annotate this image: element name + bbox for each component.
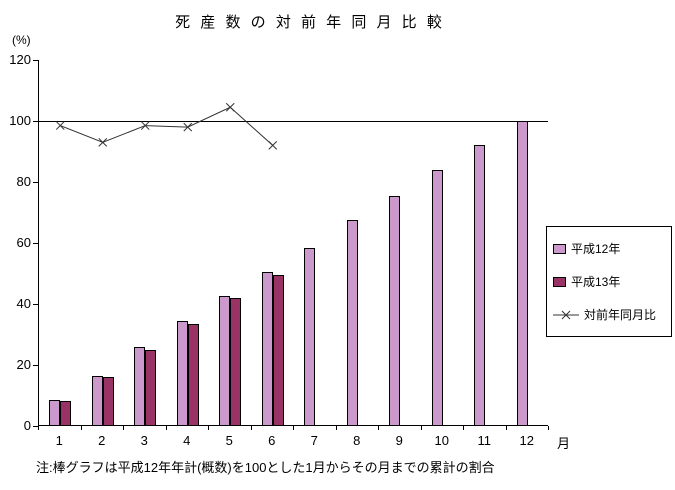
bar-平成12年-month-6	[261, 271, 273, 426]
bar-平成12年-month-1	[49, 400, 61, 426]
legend-swatch-heisei13	[553, 276, 566, 287]
x-tick-mark	[165, 426, 167, 430]
legend-label-ratio-line: 対前年同月比	[584, 308, 657, 322]
legend-entry-heisei13: 平成13年	[553, 273, 665, 290]
x-tick-label: 1	[55, 433, 63, 448]
x-marker	[140, 121, 150, 130]
plot-area	[38, 60, 548, 426]
bar-平成13年-month-2	[102, 377, 114, 426]
legend-entry-ratio-line: 対前年同月比	[553, 306, 665, 323]
y-tick-label: 120	[9, 52, 31, 67]
x-tick-label: 4	[183, 433, 191, 448]
y-tick-mark	[33, 121, 38, 122]
y-tick-mark	[33, 304, 38, 305]
x-marker	[55, 121, 65, 130]
bar-平成12年-month-2	[91, 375, 103, 426]
x-tick-label: 3	[140, 433, 148, 448]
x-marker	[98, 137, 108, 147]
bar-平成12年-month-10	[431, 169, 443, 426]
bar-平成12年-month-8	[346, 220, 358, 426]
x-tick-mark	[293, 426, 294, 430]
y-tick-mark	[33, 365, 38, 366]
x-tick-mark	[335, 426, 337, 430]
y-tick-mark	[33, 426, 38, 427]
chart-note: 注:棒グラフは平成12年年計(概数)を100とした1月からその月までの累計の割合	[36, 460, 495, 475]
bar-平成12年-month-9	[389, 195, 401, 426]
y-axis-unit-label: (%)	[12, 33, 31, 47]
x-tick-mark	[250, 426, 252, 430]
bar-平成13年-month-4	[187, 323, 199, 426]
y-tick-label: 60	[16, 235, 31, 250]
x-tick-mark	[208, 426, 209, 430]
bar-平成12年-month-7	[304, 247, 316, 426]
legend-label-heisei12: 平成12年	[571, 242, 621, 256]
x-marker	[183, 122, 193, 132]
bar-平成12年-month-12	[516, 121, 528, 426]
line-series-対前年同月比	[55, 102, 278, 150]
x-tick-label: 9	[395, 433, 403, 448]
y-tick-label: 100	[9, 113, 31, 128]
x-tick-mark	[38, 426, 39, 430]
legend-swatch-heisei12	[553, 243, 566, 254]
x-tick-mark	[463, 426, 464, 430]
x-tick-mark	[80, 426, 82, 430]
bar-平成12年-month-3	[134, 346, 146, 426]
bar-平成13年-month-3	[145, 349, 157, 426]
bar-平成12年-month-11	[474, 145, 486, 426]
y-tick-label: 80	[16, 174, 31, 189]
y-tick-label: 0	[23, 418, 31, 433]
bar-平成13年-month-6	[272, 275, 284, 426]
legend-label-heisei13: 平成13年	[571, 275, 621, 289]
bar-平成12年-month-5	[219, 296, 231, 426]
x-tick-mark	[420, 426, 422, 430]
x-tick-label: 6	[268, 433, 276, 448]
y-tick-mark	[33, 182, 38, 183]
x-tick-mark	[548, 426, 549, 430]
x-tick-label: 11	[477, 433, 492, 448]
x-tick-label: 5	[225, 433, 233, 448]
line-x-marker-icon	[553, 310, 579, 319]
reference-line-100	[39, 121, 548, 122]
y-tick-label: 20	[16, 357, 31, 372]
y-tick-mark	[33, 243, 38, 244]
x-tick-label: 7	[310, 433, 318, 448]
bar-平成12年-month-4	[176, 320, 188, 426]
y-tick-mark	[33, 60, 38, 61]
x-tick-label: 10	[434, 433, 449, 448]
legend-entry-heisei12: 平成12年	[553, 240, 665, 257]
x-tick-mark	[123, 426, 124, 430]
x-marker	[225, 102, 235, 112]
legend: 平成12年 平成13年 対前年同月比	[546, 226, 672, 337]
x-tick-label: 2	[98, 433, 106, 448]
chart-title: 死 産 数 の 対 前 年 同 月 比 較	[175, 14, 445, 31]
x-tick-mark	[378, 426, 379, 430]
x-tick-label: 12	[519, 433, 534, 448]
x-tick-label: 8	[353, 433, 361, 448]
x-marker	[268, 141, 278, 150]
bar-平成13年-month-5	[230, 297, 242, 426]
bar-平成13年-month-1	[60, 400, 72, 426]
y-tick-label: 40	[16, 296, 31, 311]
x-axis-unit-label: 月	[557, 436, 571, 451]
x-tick-mark	[505, 426, 507, 430]
